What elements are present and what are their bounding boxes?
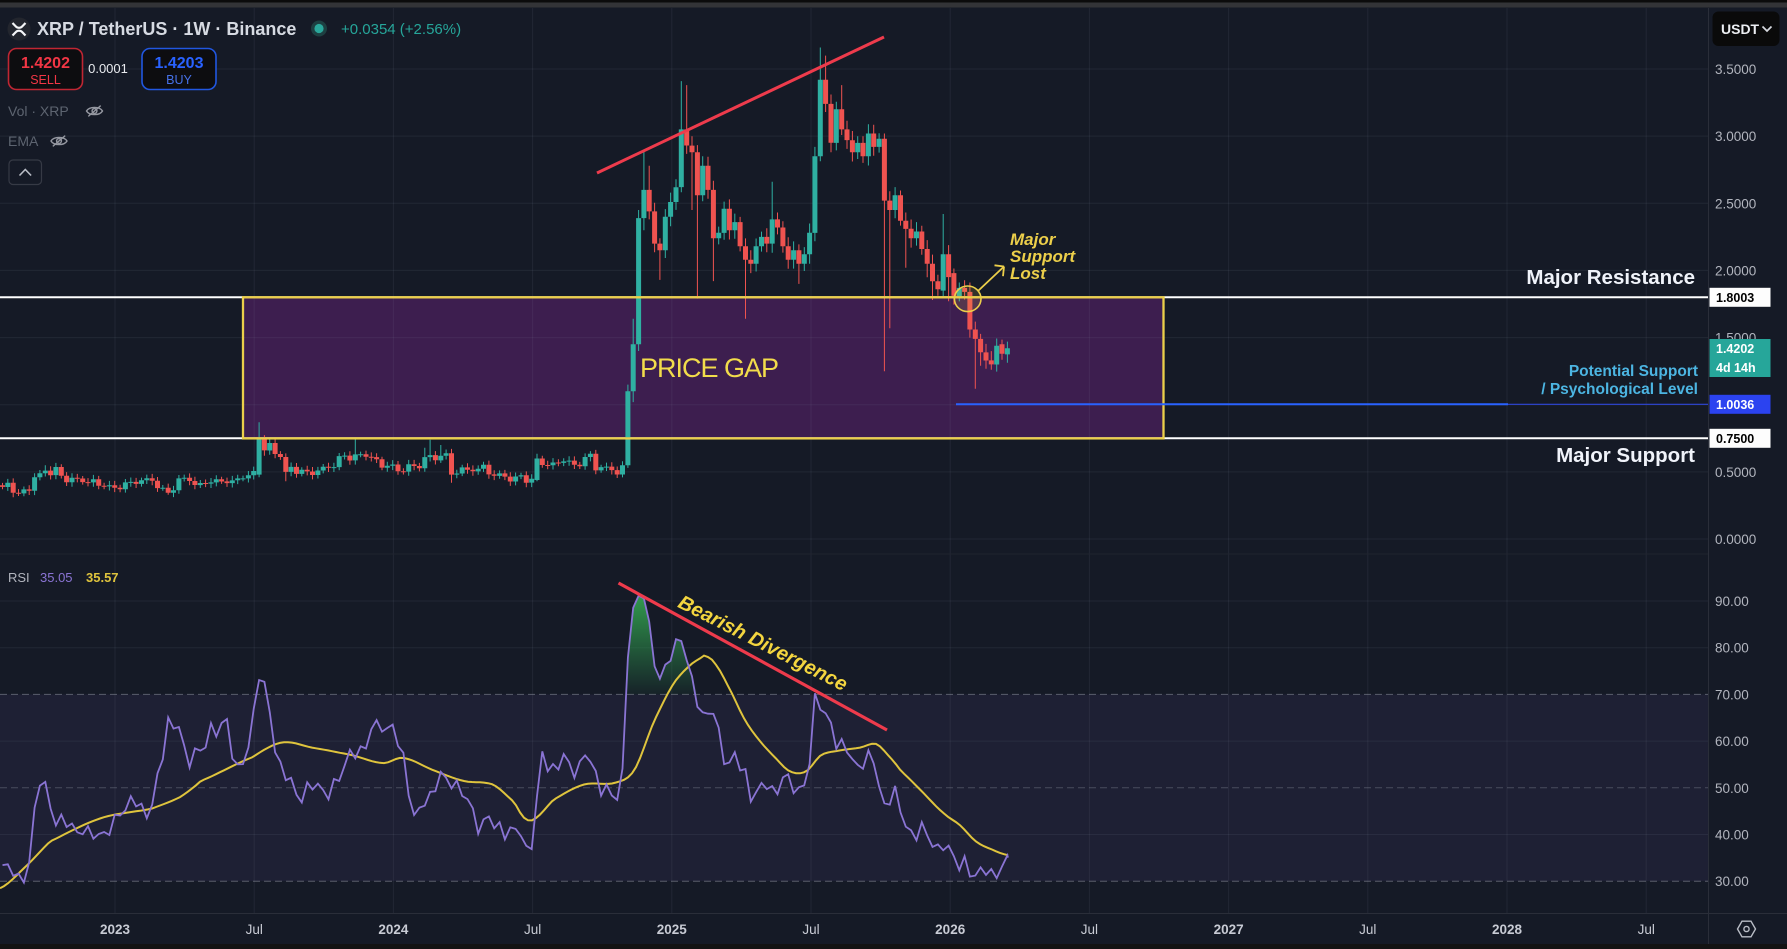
svg-text:Jul: Jul [1081, 922, 1098, 937]
svg-text:2.5000: 2.5000 [1715, 196, 1756, 211]
svg-text:Vol · XRP: Vol · XRP [8, 103, 69, 119]
svg-text:Jul: Jul [524, 922, 541, 937]
svg-text:0.0001: 0.0001 [88, 61, 128, 76]
svg-text:70.00: 70.00 [1715, 687, 1749, 702]
svg-text:2.0000: 2.0000 [1715, 263, 1756, 278]
svg-text:Lost: Lost [1010, 264, 1047, 283]
svg-text:2026: 2026 [935, 922, 966, 937]
svg-text:Major: Major [1010, 230, 1057, 249]
svg-text:1.4202: 1.4202 [21, 55, 70, 72]
svg-text:0.0000: 0.0000 [1715, 532, 1756, 547]
svg-text:1.4203: 1.4203 [155, 55, 204, 72]
svg-text:40.00: 40.00 [1715, 828, 1749, 843]
svg-text:Jul: Jul [1359, 922, 1376, 937]
svg-text:0.7500: 0.7500 [1716, 432, 1754, 446]
svg-text:Major Support: Major Support [1556, 444, 1695, 467]
svg-text:Jul: Jul [246, 922, 263, 937]
svg-text:50.00: 50.00 [1715, 781, 1749, 796]
svg-text:Major Resistance: Major Resistance [1526, 266, 1695, 289]
svg-text:4d 14h: 4d 14h [1716, 361, 1756, 375]
svg-text:0.5000: 0.5000 [1715, 465, 1756, 480]
svg-text:Support: Support [1010, 247, 1076, 266]
svg-text:Potential Support: Potential Support [1569, 363, 1698, 380]
svg-text:USDT: USDT [1721, 21, 1760, 37]
svg-text:/ Psychological Level: / Psychological Level [1541, 381, 1698, 398]
svg-text:3.0000: 3.0000 [1715, 129, 1756, 144]
svg-text:Jul: Jul [1638, 922, 1655, 937]
svg-text:+0.0354 (+2.56%): +0.0354 (+2.56%) [341, 21, 461, 38]
svg-text:1.4202: 1.4202 [1716, 342, 1754, 356]
svg-text:RSI: RSI [8, 570, 30, 585]
svg-text:Jul: Jul [802, 922, 819, 937]
svg-text:PRICE GAP: PRICE GAP [640, 353, 778, 383]
svg-text:2027: 2027 [1214, 922, 1244, 937]
svg-text:SELL: SELL [30, 73, 61, 87]
svg-text:90.00: 90.00 [1715, 594, 1749, 609]
svg-text:35.05: 35.05 [40, 570, 73, 585]
svg-text:30.00: 30.00 [1715, 874, 1749, 889]
svg-text:1.8003: 1.8003 [1716, 291, 1754, 305]
svg-text:3.5000: 3.5000 [1715, 62, 1756, 77]
svg-text:80.00: 80.00 [1715, 641, 1749, 656]
svg-text:60.00: 60.00 [1715, 734, 1749, 749]
svg-text:2024: 2024 [378, 922, 409, 937]
svg-text:35.57: 35.57 [86, 570, 119, 585]
svg-text:2025: 2025 [657, 922, 688, 937]
svg-text:EMA: EMA [8, 133, 39, 149]
svg-text:1.0036: 1.0036 [1716, 398, 1754, 412]
svg-text:BUY: BUY [166, 73, 192, 87]
svg-text:2028: 2028 [1492, 922, 1523, 937]
svg-text:XRP / TetherUS · 1W · Binance: XRP / TetherUS · 1W · Binance [37, 19, 296, 39]
svg-text:2023: 2023 [100, 922, 131, 937]
